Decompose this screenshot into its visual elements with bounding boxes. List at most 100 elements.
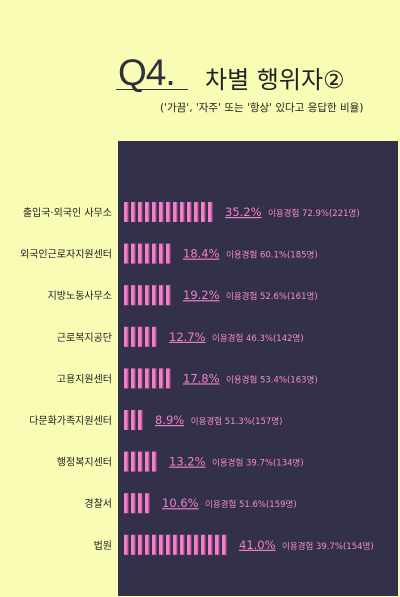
bar-segment-shade (183, 202, 185, 222)
category-label: 외국인근로자지원센터 (20, 249, 112, 261)
page-title: 차별 행위자② (205, 66, 345, 94)
bar-segment-shade (127, 534, 129, 555)
bar-segment (124, 326, 129, 347)
value-label: 8.9% (155, 413, 184, 427)
bar-segment (131, 202, 136, 222)
bar-segment (145, 368, 150, 389)
category-label: 법원 (94, 540, 112, 552)
bar-segment-shade (162, 285, 164, 306)
bar-segment-shade (190, 202, 192, 222)
bar-segment (145, 451, 150, 472)
bar-segment-shade (127, 493, 129, 514)
bar-segment (201, 534, 206, 555)
bar-segment (159, 202, 164, 222)
bar-segment-shade (218, 534, 220, 555)
bar-segment (166, 368, 171, 389)
bar-segment-shade (155, 202, 157, 222)
bar (124, 368, 171, 389)
bar-segment (208, 534, 213, 555)
bar (124, 534, 227, 555)
bar-segment-shade (148, 326, 150, 347)
value-label: 12.7% (169, 330, 206, 344)
value-label: 18.4% (183, 247, 220, 261)
bar-segment (152, 326, 157, 347)
experience-label: 이용경험 72.9%(221명) (268, 208, 360, 219)
bar-segment-shade (141, 451, 143, 472)
bar-segment-shade (127, 368, 129, 389)
bar-segment-shade (134, 368, 136, 389)
bar-segment-shade (169, 285, 171, 306)
experience-label: 이용경험 46.3%(142명) (212, 333, 304, 344)
bar-segment (131, 534, 136, 555)
bar-segment-shade (141, 368, 143, 389)
category-label: 근로복지공단 (57, 332, 112, 344)
chart-panel (118, 141, 398, 596)
bar-segment-shade (204, 534, 206, 555)
bar-segment-shade (148, 534, 150, 555)
bar-segment-shade (176, 534, 178, 555)
bar-segment-shade (141, 202, 143, 222)
bar-segment (180, 534, 185, 555)
bar-segment-shade (162, 534, 164, 555)
bar-segment-shade (225, 534, 227, 555)
bar-segment-shade (183, 534, 185, 555)
bar-segment (145, 202, 150, 222)
bar-segment (152, 285, 157, 306)
bar (124, 243, 171, 264)
bar-segment-shade (148, 285, 150, 306)
bar-segment (187, 534, 192, 555)
category-label: 경찰서 (84, 497, 112, 510)
bar-segment (124, 451, 129, 472)
bar-segment-shade (134, 202, 136, 222)
bar-segment (194, 202, 199, 222)
bar-segment-shade (134, 451, 136, 472)
bar-segment-shade (148, 368, 150, 389)
value-label: 19.2% (183, 288, 220, 302)
bar-segment (138, 326, 143, 347)
bar-segment (145, 493, 150, 514)
experience-label: 이용경험 60.1%(185명) (226, 250, 318, 261)
bar-segment-shade (211, 202, 213, 222)
experience-label: 이용경험 51.3%(157명) (191, 416, 283, 427)
bar-segment-shade (162, 243, 164, 264)
bar-segment-shade (127, 326, 129, 347)
bar-segment (159, 368, 164, 389)
bar-segment-shade (169, 243, 171, 264)
bar-segment-shade (176, 202, 178, 222)
bar-segment (187, 202, 192, 222)
bar-segment (138, 243, 143, 264)
bar-segment-shade (190, 534, 192, 555)
value-label: 35.2% (225, 205, 262, 219)
bar-segment (138, 410, 143, 430)
bar-segment-shade (134, 410, 136, 430)
bar-segment (152, 451, 157, 472)
bar-segment (166, 285, 171, 306)
category-label: 출입국·외국인 사무소 (23, 206, 112, 219)
bar-segment-shade (141, 410, 143, 430)
bar-segment (166, 202, 171, 222)
bar (124, 410, 143, 430)
experience-label: 이용경험 53.4%(163명) (226, 374, 318, 385)
bar-segment-shade (127, 285, 129, 306)
bar-segment (138, 285, 143, 306)
bar-segment-shade (148, 243, 150, 264)
experience-label: 이용경험 39.7%(134명) (212, 458, 304, 469)
bar-segment (145, 285, 150, 306)
bar-segment (166, 243, 171, 264)
value-label: 17.8% (183, 371, 220, 385)
bar-segment (145, 326, 150, 347)
bar-segment-shade (162, 368, 164, 389)
bar-segment (152, 534, 157, 555)
bar-segment (131, 326, 136, 347)
page-subtitle: ('가끔', '자주' 또는 '항상' 있다고 응답한 비율) (160, 102, 364, 114)
bar-segment (159, 285, 164, 306)
experience-label: 이용경험 39.7%(154명) (282, 541, 374, 552)
bar-segment (131, 368, 136, 389)
question-underline (116, 89, 188, 90)
bar-segment (131, 285, 136, 306)
bar-segment-shade (211, 534, 213, 555)
bar-segment (194, 534, 199, 555)
bar-segment-shade (141, 493, 143, 514)
experience-label: 이용경험 51.6%(159명) (205, 499, 297, 510)
bar-segment (124, 410, 129, 430)
